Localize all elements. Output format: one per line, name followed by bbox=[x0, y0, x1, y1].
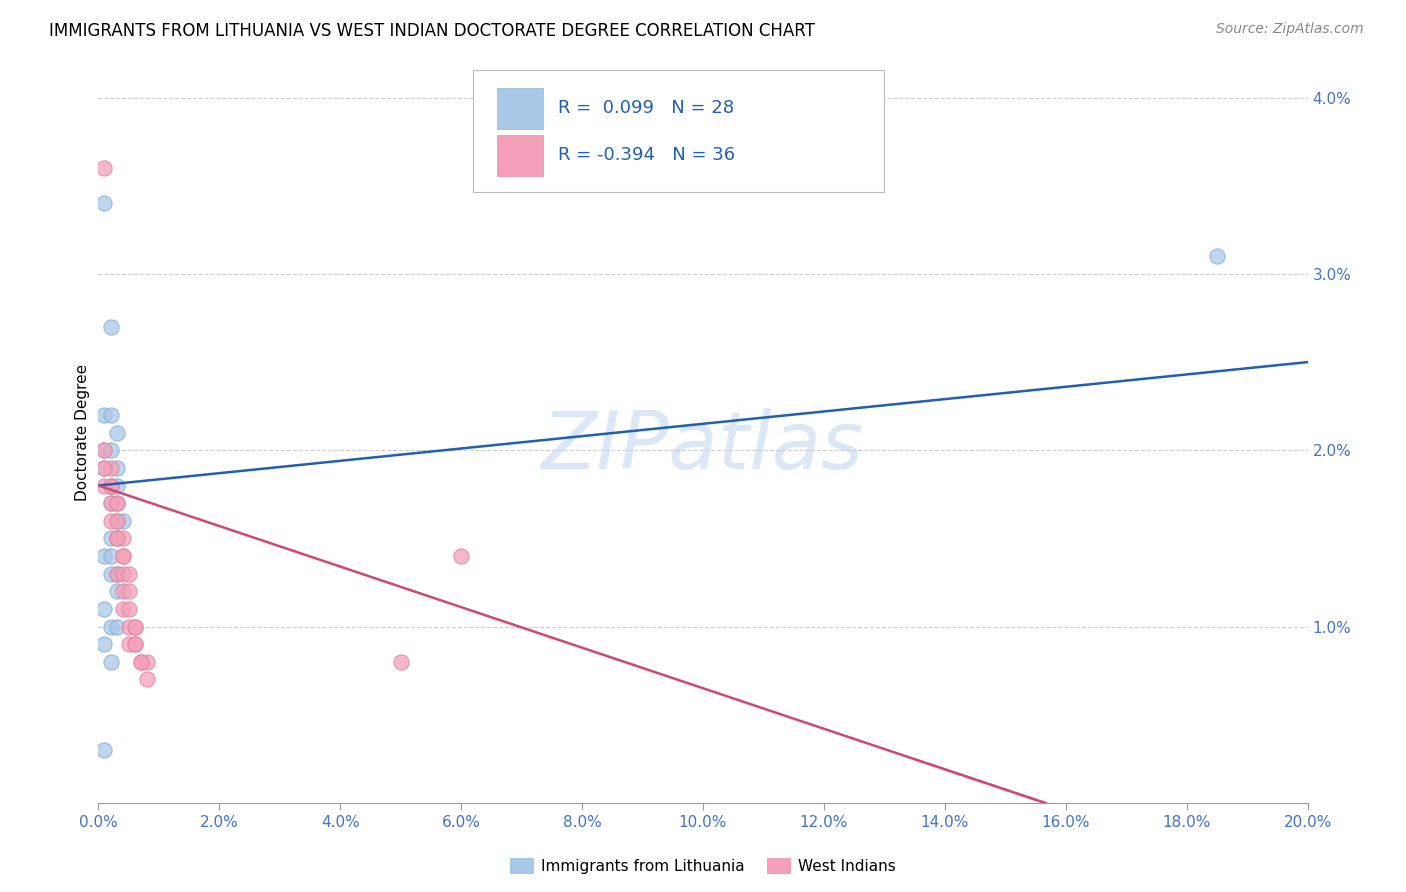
Y-axis label: Doctorate Degree: Doctorate Degree bbox=[75, 364, 90, 501]
Point bbox=[100, 566, 122, 581]
Point bbox=[93, 743, 115, 757]
Point bbox=[111, 584, 134, 599]
Point bbox=[118, 602, 141, 616]
Point bbox=[105, 532, 128, 546]
Point bbox=[105, 566, 128, 581]
Point bbox=[100, 549, 122, 563]
Point bbox=[129, 655, 152, 669]
Point bbox=[135, 655, 157, 669]
Point bbox=[100, 478, 122, 492]
Point bbox=[450, 549, 472, 563]
Point bbox=[93, 549, 115, 563]
Point bbox=[105, 461, 128, 475]
Point bbox=[93, 196, 115, 211]
Point bbox=[124, 637, 146, 651]
Point bbox=[93, 461, 115, 475]
Point bbox=[111, 514, 134, 528]
Text: ZIPatlas: ZIPatlas bbox=[541, 409, 865, 486]
Point bbox=[105, 566, 128, 581]
FancyBboxPatch shape bbox=[474, 70, 884, 192]
Point bbox=[105, 584, 128, 599]
Point bbox=[105, 425, 128, 440]
Point bbox=[118, 584, 141, 599]
Point bbox=[105, 496, 128, 510]
Point bbox=[93, 602, 115, 616]
Point bbox=[135, 673, 157, 687]
Point bbox=[93, 443, 115, 458]
Point bbox=[124, 637, 146, 651]
Point bbox=[105, 532, 128, 546]
Legend: Immigrants from Lithuania, West Indians: Immigrants from Lithuania, West Indians bbox=[505, 852, 901, 880]
Text: R = -0.394   N = 36: R = -0.394 N = 36 bbox=[558, 146, 735, 164]
Point bbox=[100, 514, 122, 528]
Point bbox=[93, 443, 115, 458]
Point bbox=[105, 514, 128, 528]
Point bbox=[100, 655, 122, 669]
Point bbox=[100, 478, 122, 492]
Text: Source: ZipAtlas.com: Source: ZipAtlas.com bbox=[1216, 22, 1364, 37]
Point bbox=[105, 532, 128, 546]
Point bbox=[100, 496, 122, 510]
FancyBboxPatch shape bbox=[498, 135, 543, 176]
Point bbox=[105, 619, 128, 633]
Point bbox=[118, 566, 141, 581]
Text: IMMIGRANTS FROM LITHUANIA VS WEST INDIAN DOCTORATE DEGREE CORRELATION CHART: IMMIGRANTS FROM LITHUANIA VS WEST INDIAN… bbox=[49, 22, 815, 40]
Point bbox=[93, 408, 115, 422]
Point bbox=[124, 619, 146, 633]
Point bbox=[100, 478, 122, 492]
Point bbox=[93, 161, 115, 176]
Point bbox=[111, 532, 134, 546]
Point bbox=[100, 496, 122, 510]
Point bbox=[93, 637, 115, 651]
Point bbox=[389, 655, 412, 669]
Point bbox=[118, 619, 141, 633]
Point bbox=[93, 461, 115, 475]
Point bbox=[100, 461, 122, 475]
Point bbox=[105, 514, 128, 528]
Point bbox=[111, 566, 134, 581]
Text: R =  0.099   N = 28: R = 0.099 N = 28 bbox=[558, 99, 734, 118]
Point bbox=[100, 619, 122, 633]
Point bbox=[100, 319, 122, 334]
Point bbox=[129, 655, 152, 669]
Point bbox=[105, 478, 128, 492]
Point bbox=[100, 408, 122, 422]
Point bbox=[124, 619, 146, 633]
Point bbox=[100, 443, 122, 458]
Point bbox=[105, 496, 128, 510]
Point bbox=[100, 532, 122, 546]
Point bbox=[111, 549, 134, 563]
FancyBboxPatch shape bbox=[498, 88, 543, 129]
Point bbox=[93, 478, 115, 492]
Point bbox=[111, 602, 134, 616]
Point bbox=[1206, 249, 1229, 263]
Point bbox=[118, 637, 141, 651]
Point bbox=[111, 549, 134, 563]
